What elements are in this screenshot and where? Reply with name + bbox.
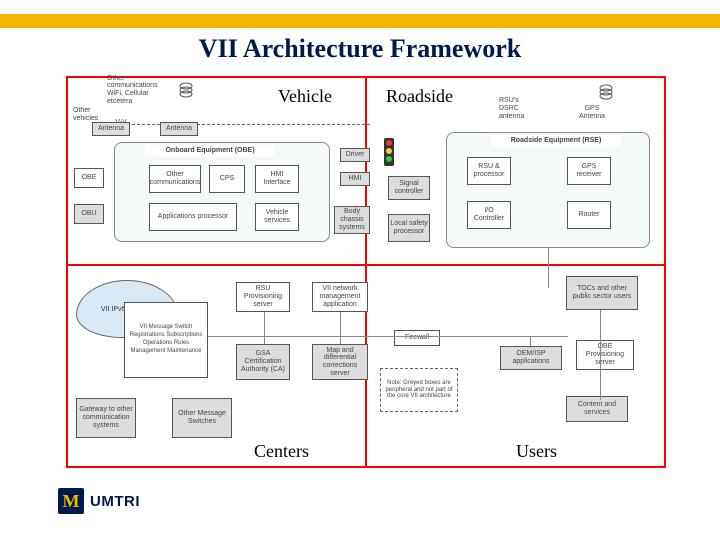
architecture-diagram: Vehicle Roadside Centers Users Other com… [66, 76, 666, 468]
box-oem-isp: OEM/ISP applications [500, 346, 562, 370]
gps-icon [178, 80, 194, 100]
label-users: Users [516, 441, 557, 462]
box-other-comm: Other communications WiFi, Cellular etce… [106, 82, 168, 98]
box-obu: OBU [74, 204, 104, 224]
box-driver: Driver [340, 148, 370, 162]
dsrc-link-line [112, 124, 370, 125]
box-msg-switch: VII Message Switch Registrations Subscri… [124, 302, 208, 378]
conn-line [368, 336, 568, 337]
box-hmi-if: HMI Interface [255, 165, 299, 193]
box-rsu-proc: RSU & processor [467, 157, 511, 185]
box-rsu-prov: RSU Provisioning server [236, 282, 290, 312]
box-other-vehicles: Other vehicles [72, 108, 110, 122]
label-centers: Centers [254, 441, 309, 462]
logo-text: UMTRI [90, 493, 140, 510]
box-hmi: HMI [340, 172, 370, 186]
box-signal: Signal controller [388, 176, 430, 200]
label-roadside: Roadside [386, 86, 453, 107]
conn-line [208, 336, 378, 337]
horizontal-divider [68, 264, 664, 266]
gps-icon-r [598, 82, 614, 102]
box-body: Body chassis systems [334, 206, 370, 234]
conn-line [600, 310, 601, 400]
conn-line [548, 248, 549, 288]
box-gps-rx: GPS receiver [567, 157, 611, 185]
umtri-logo: M UMTRI [58, 488, 140, 514]
box-rsu-dsrc: RSU's DSRC antenna [498, 98, 540, 120]
obe-panel-title: Onboard Equipment (OBE) [145, 145, 275, 157]
box-local-safety: Local safety processor [388, 214, 430, 242]
box-cps: CPS [209, 165, 245, 193]
box-veh-svc: Vehicle services [255, 203, 299, 231]
label-vehicle: Vehicle [278, 86, 332, 107]
box-other-comm2: Other communications [149, 165, 201, 193]
box-antenna1: Antenna [92, 122, 130, 136]
box-vii-mgmt: VII network management application [312, 282, 368, 312]
box-firewall: Firewall [394, 330, 440, 346]
conn-line [264, 312, 265, 344]
box-obe-prov: OBE Provisioning server [576, 340, 634, 370]
box-note: Note: Greyed boxes are peripheral and no… [380, 368, 458, 412]
box-antenna2: Antenna [160, 122, 198, 136]
conn-line [340, 312, 341, 344]
traffic-light-icon [384, 138, 394, 166]
box-gps-ant: GPS Antenna [574, 104, 610, 122]
box-router: Router [567, 201, 611, 229]
box-map-svr: Map and differential corrections server [312, 344, 368, 380]
rse-panel: Roadside Equipment (RSE) RSU & processor… [446, 132, 650, 248]
rse-panel-title: Roadside Equipment (RSE) [491, 135, 621, 147]
box-apps-proc: Applications processor [149, 203, 237, 231]
conn-line [530, 336, 531, 348]
box-tocs: TOCs and other public sector users [566, 276, 638, 310]
vertical-divider [365, 78, 367, 466]
box-other-sw: Other Message Switches [172, 398, 232, 438]
box-gateway: Gateway to other communication systems [76, 398, 136, 438]
obe-panel: Onboard Equipment (OBE) Other communicat… [114, 142, 330, 242]
box-obe: OBE [74, 168, 104, 188]
box-io-ctrl: I/O Controller [467, 201, 511, 229]
accent-bar [0, 14, 720, 28]
box-content: Content and services [566, 396, 628, 422]
page-title: VII Architecture Framework [0, 34, 720, 64]
box-gsa-ca: GSA Certification Authority (CA) [236, 344, 290, 380]
logo-mark: M [58, 488, 84, 514]
